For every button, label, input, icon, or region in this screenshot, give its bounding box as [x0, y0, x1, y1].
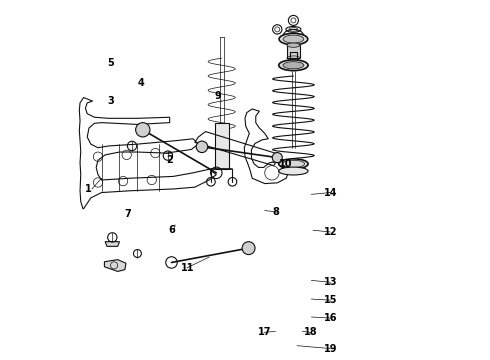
Text: 11: 11: [180, 263, 194, 273]
Text: 5: 5: [107, 58, 114, 68]
Text: 7: 7: [125, 209, 132, 219]
Circle shape: [136, 123, 150, 137]
Text: 4: 4: [137, 78, 144, 88]
Circle shape: [242, 242, 255, 255]
Text: 9: 9: [215, 91, 221, 101]
Text: 6: 6: [168, 225, 174, 235]
Ellipse shape: [283, 62, 304, 69]
Text: 3: 3: [107, 96, 114, 106]
Ellipse shape: [279, 33, 308, 45]
Ellipse shape: [279, 60, 308, 71]
Text: 19: 19: [324, 343, 338, 354]
Circle shape: [196, 141, 208, 153]
Text: 2: 2: [166, 155, 173, 165]
Text: 12: 12: [324, 227, 338, 237]
Text: 10: 10: [279, 159, 293, 169]
Text: 14: 14: [324, 188, 338, 198]
Polygon shape: [105, 242, 120, 246]
Polygon shape: [104, 260, 126, 271]
Ellipse shape: [283, 35, 304, 43]
Text: 15: 15: [324, 295, 338, 305]
Ellipse shape: [279, 167, 308, 175]
Text: 16: 16: [324, 313, 338, 323]
Ellipse shape: [287, 43, 300, 47]
Text: 13: 13: [324, 277, 338, 287]
Ellipse shape: [279, 159, 308, 169]
Text: 1: 1: [85, 184, 92, 194]
Polygon shape: [287, 45, 300, 58]
Text: 8: 8: [272, 207, 279, 217]
Text: 18: 18: [304, 327, 318, 337]
Circle shape: [272, 153, 282, 163]
Polygon shape: [215, 123, 229, 169]
Text: 17: 17: [258, 327, 271, 337]
